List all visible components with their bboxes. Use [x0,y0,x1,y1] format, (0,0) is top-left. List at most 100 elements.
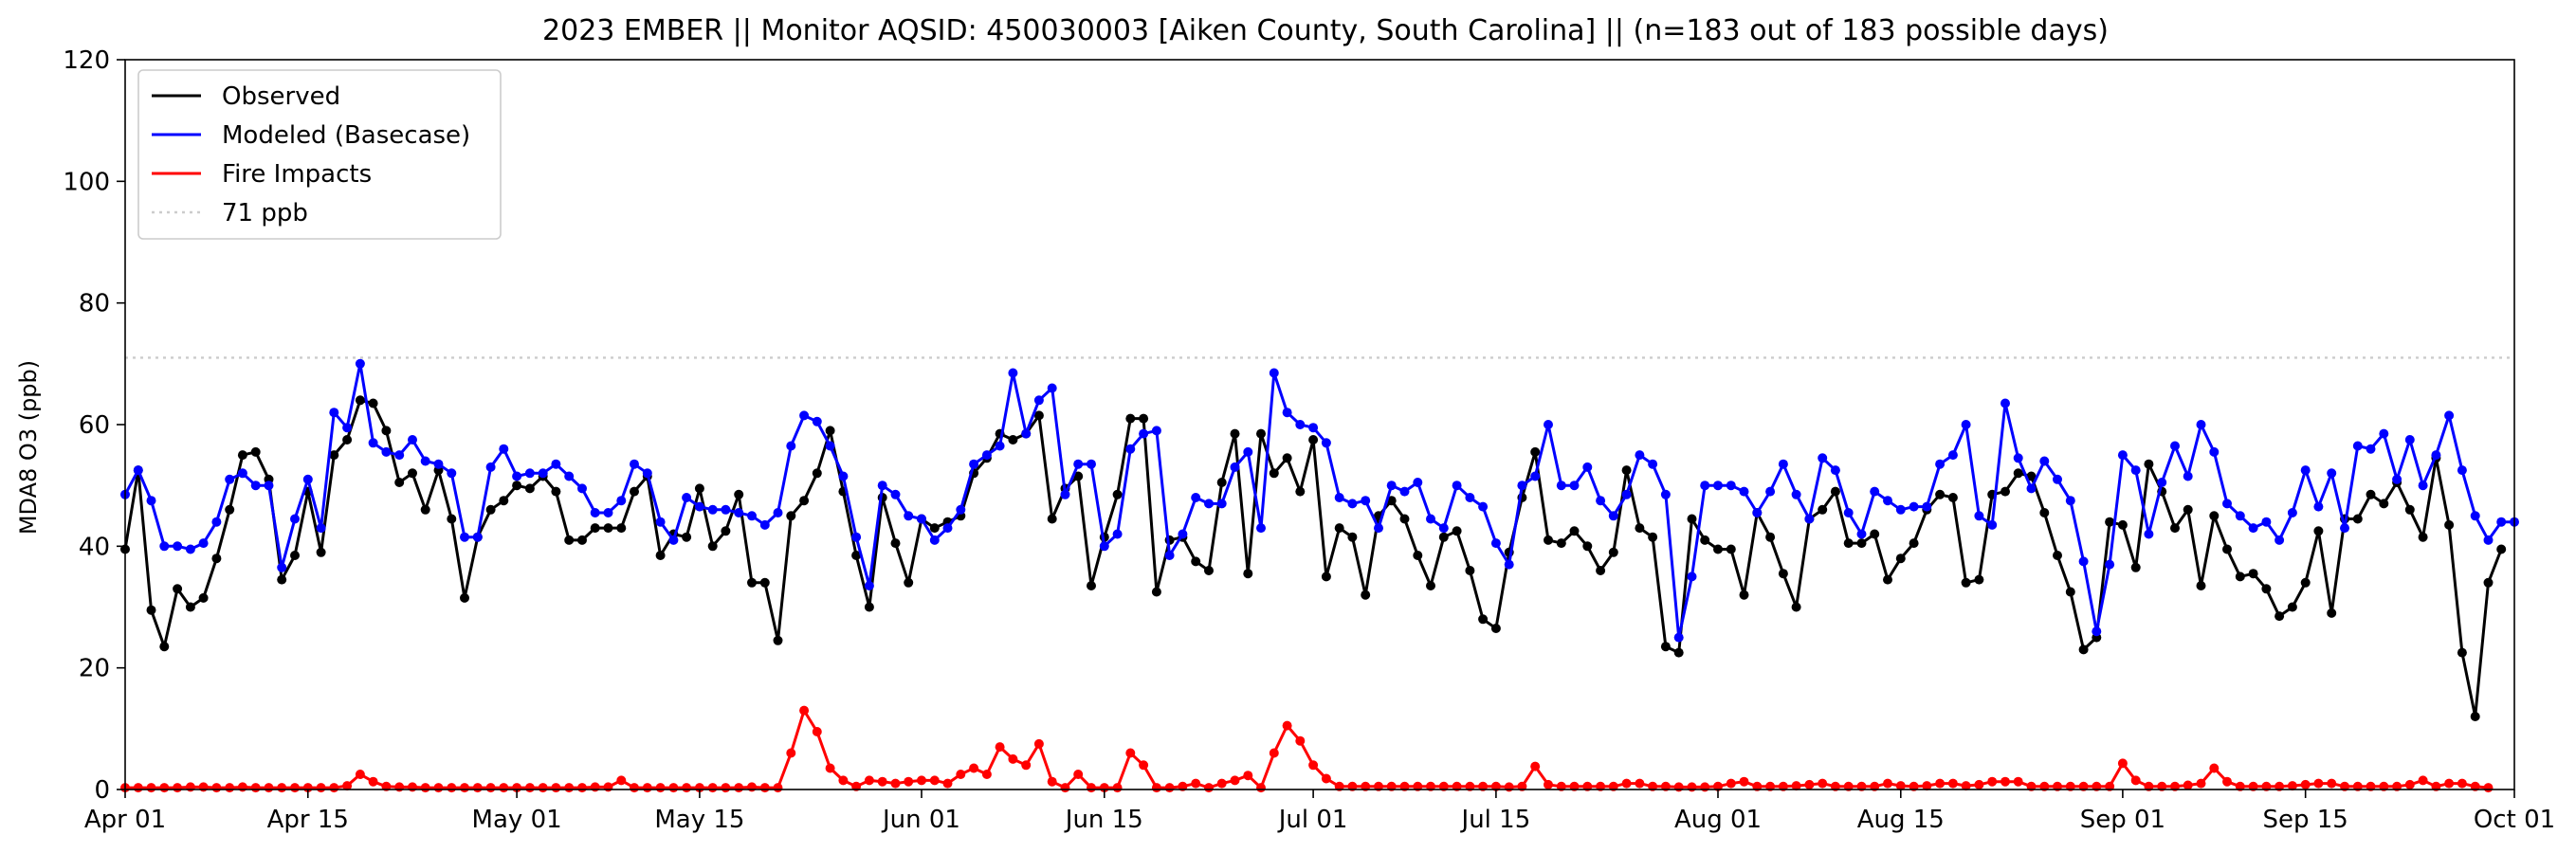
modeled-basecase-point [1230,462,1240,472]
modeled-basecase-point [2157,478,2167,487]
observed-point [655,551,666,560]
modeled-basecase-point [1687,572,1697,582]
modeled-basecase-point [524,468,535,479]
observed-point [851,551,862,560]
modeled-basecase-point [956,504,966,515]
observed-point [1125,413,1136,424]
fire-impacts-point [1700,782,1710,792]
fire-impacts-point [1230,775,1240,786]
fire-impacts-point [433,783,444,793]
modeled-basecase-point [133,465,143,476]
observed-point [1621,465,1632,476]
fire-impacts-point [2404,779,2415,789]
observed-point [1700,535,1710,545]
fire-impacts-point [1216,778,1227,789]
modeled-basecase-point [538,468,548,479]
observed-point [1596,566,1606,575]
modeled-basecase-point [1490,538,1501,549]
legend: Observed Modeled (Basecase) Fire Impacts 71… [137,69,502,240]
modeled-basecase-point [799,410,810,421]
fire-impacts-point [1895,781,1906,791]
modeled-basecase-point [2222,499,2232,509]
observed-point [447,514,457,524]
modeled-basecase-point [433,459,444,469]
modeled-basecase-point [2352,441,2363,451]
modeled-basecase-point [408,435,417,445]
fire-impacts-point [668,783,679,793]
modeled-basecase-point [1752,508,1763,517]
modeled-basecase-point [447,468,457,479]
fire-impacts-point [1243,771,1253,781]
modeled-basecase-point [1648,459,1658,469]
y-axis: 0 20 40 60 80 100 120 [63,46,125,805]
modeled-basecase-point [590,508,600,517]
observed-point [1478,614,1489,625]
observed-point [1556,538,1566,549]
observed-point [1569,526,1580,536]
observed-point [2483,577,2494,588]
modeled-basecase-point [1426,514,1435,524]
observed-point [1673,647,1684,658]
fire-impacts-point [2418,775,2428,786]
observed-point [2235,572,2245,582]
observed-point [1856,538,1867,549]
fire-impacts-point [250,783,261,793]
modeled-basecase-point [185,544,195,554]
modeled-basecase-point [2001,398,2010,408]
fire-impacts-point [877,776,887,787]
observed-point [1321,572,1331,582]
modeled-basecase-point [146,496,156,506]
fire-impacts-point [1818,778,1828,789]
modeled-basecase-point [1151,426,1161,436]
modeled-basecase-point [302,474,313,484]
modeled-basecase-point [2431,450,2441,461]
observed-point [2418,532,2428,542]
modeled-basecase-point [485,462,496,472]
observed-point [1230,428,1240,439]
modeled-basecase-point [1830,465,1840,476]
modeled-basecase-point [1947,450,1958,461]
modeled-basecase-point [355,358,365,369]
observed-point [159,642,170,652]
observed-point [616,523,627,534]
modeled-basecase-point [329,408,339,418]
observed-point [1608,547,1618,557]
fire-impacts-point [759,783,770,793]
modeled-basecase-point [1530,471,1541,481]
modeled-basecase-point [2261,517,2272,527]
fire-impacts-point [917,775,926,786]
observed-point [1544,535,1553,545]
observed-point [1282,453,1292,463]
observed-point [460,592,469,603]
observed-point [1334,523,1344,534]
x-tick-label: Aug 01 [1674,806,1762,834]
chart-title: 2023 EMBER || Monitor AQSID: 450030003 [… [542,14,2109,47]
fire-impacts-point [1635,778,1645,789]
modeled-basecase-point [1517,481,1527,491]
fire-impacts-point [1673,782,1684,792]
modeled-basecase-point [1047,383,1057,393]
fire-impacts-point [1164,783,1175,793]
series-observed [120,395,2507,721]
fire-impacts-point [264,783,274,793]
observed-point [1713,544,1723,554]
observed-point [2065,587,2075,597]
observed-point [694,483,704,494]
observed-point [864,602,874,612]
observed-point [2300,577,2311,588]
x-axis: Apr 01 Apr 15 May 01 May 15 Jun 01 Jun 15 Jul … [84,789,2555,834]
x-tick-label: Aug 15 [1857,806,1945,834]
observed-point [1216,478,1227,487]
modeled-basecase-point [2105,559,2115,570]
fire-impacts-point [2183,780,2193,790]
observed-point [759,577,770,588]
modeled-basecase-point [1765,486,1776,497]
modeled-basecase-point [1870,486,1880,497]
observed-point [929,523,940,534]
modeled-basecase-point [2183,471,2193,481]
observed-point [1386,496,1397,506]
modeled-basecase-point [2444,410,2455,421]
fire-impacts-point [237,782,247,792]
modeled-basecase-point [2404,435,2415,445]
fire-impacts-point [1073,770,1084,779]
